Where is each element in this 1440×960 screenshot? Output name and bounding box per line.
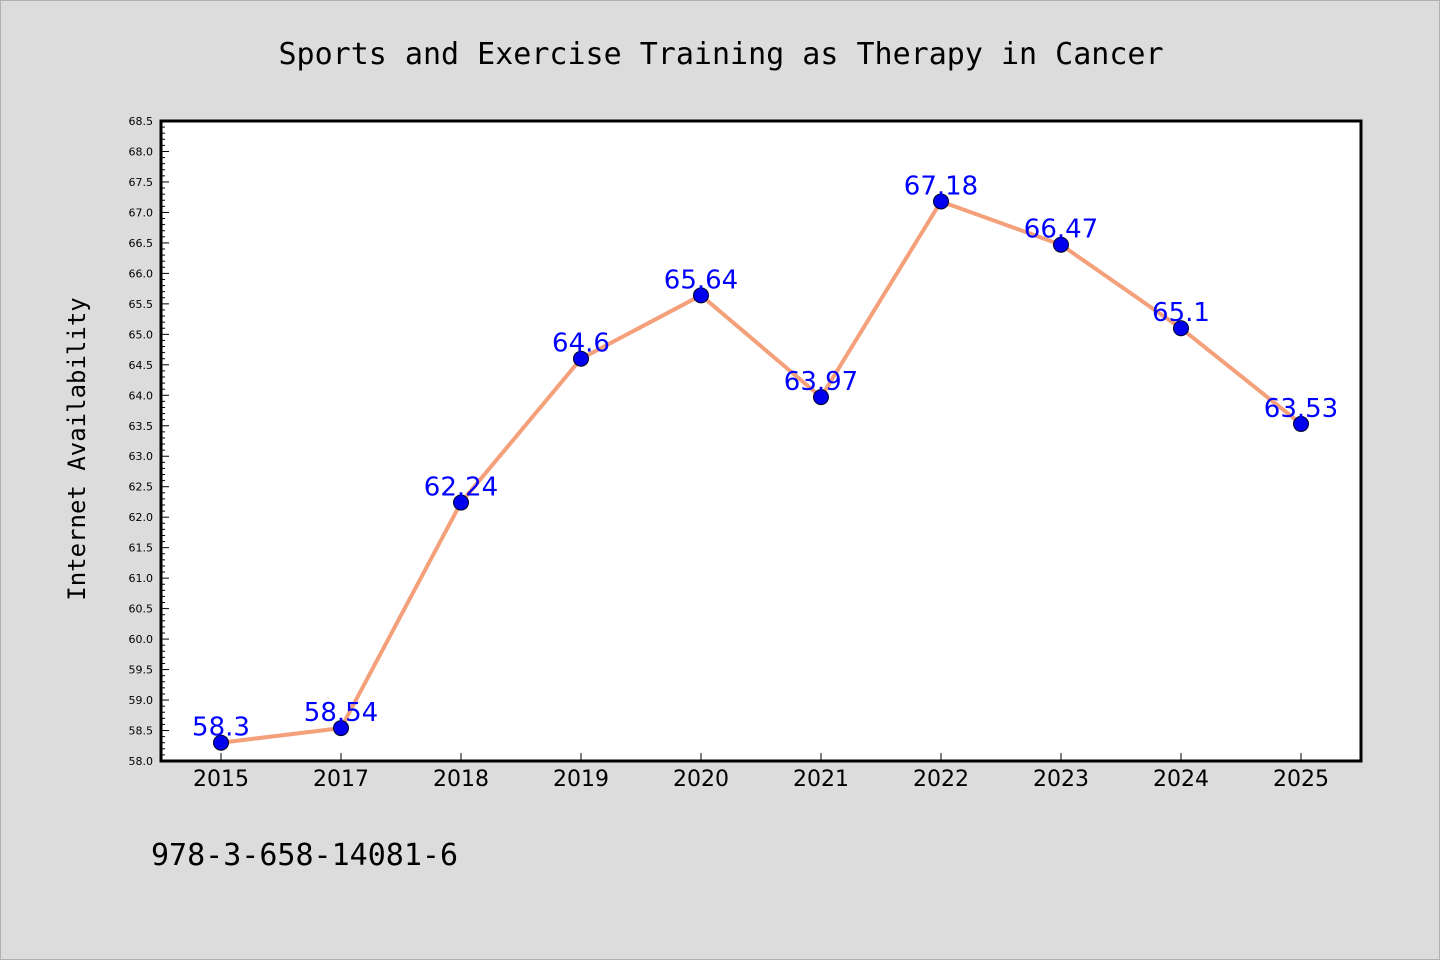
data-label: 65.1	[1152, 298, 1210, 328]
y-tick-label: 66.5	[129, 237, 154, 250]
data-label: 64.6	[552, 329, 610, 359]
data-label: 67.18	[904, 171, 978, 201]
data-point	[933, 193, 949, 210]
x-tick-label: 2023	[1033, 767, 1089, 792]
data-point	[573, 350, 589, 367]
y-tick-label: 66.0	[129, 267, 154, 280]
series-line	[219, 199, 1303, 745]
chart-title: Sports and Exercise Training as Therapy …	[278, 37, 1163, 72]
x-tick-label: 2020	[673, 767, 729, 792]
y-tick-label: 65.0	[129, 328, 154, 341]
y-tick-label: 67.5	[129, 176, 154, 189]
data-label: 58.54	[304, 698, 378, 728]
x-tick-label: 2018	[433, 767, 489, 792]
data-label: 58.3	[192, 713, 250, 743]
data-label: 63.97	[784, 367, 858, 397]
y-tick-label: 68.5	[129, 115, 154, 128]
data-series	[213, 193, 1309, 751]
data-point	[213, 734, 229, 751]
data-point	[693, 287, 709, 304]
x-tick-label: 2024	[1153, 767, 1209, 792]
x-tick-label: 2021	[793, 767, 849, 792]
x-tick-label: 2025	[1273, 767, 1329, 792]
data-point	[1293, 415, 1309, 432]
y-axis: 58.0 58.5 59.0 59.5 60.0 60.5 61.0 61.5 62.0 62.5…	[129, 115, 169, 768]
data-point	[813, 389, 829, 406]
y-tick-label: 64.5	[129, 359, 154, 372]
y-tick-label: 59.0	[129, 694, 154, 707]
data-label: 66.47	[1024, 215, 1098, 245]
data-point	[333, 720, 349, 737]
data-label: 65.64	[664, 265, 738, 295]
y-axis-label: Internet Availability	[63, 297, 91, 600]
x-axis: 2015 2017 2018 2019 2020 2021 2022 2023 2024 2025	[193, 753, 1329, 792]
y-tick-label: 59.5	[129, 664, 154, 677]
y-tick-label: 61.5	[129, 542, 154, 555]
y-tick-label: 68.0	[129, 145, 154, 158]
y-tick-label: 67.0	[129, 206, 154, 219]
x-tick-label: 2015	[193, 767, 249, 792]
y-tick-label: 58.0	[129, 755, 154, 768]
x-tick-label: 2019	[553, 767, 609, 792]
plot-area	[159, 119, 1363, 763]
y-tick-label: 62.5	[129, 481, 154, 494]
x-tick-label: 2017	[313, 767, 369, 792]
y-tick-label: 64.0	[129, 389, 154, 402]
y-tick-label: 62.0	[129, 511, 154, 524]
data-point	[1173, 320, 1189, 337]
data-point	[453, 494, 469, 511]
data-label: 63.53	[1264, 394, 1338, 424]
data-point	[1053, 236, 1069, 253]
y-tick-label: 63.5	[129, 420, 154, 433]
y-tick-label: 58.5	[129, 725, 154, 738]
y-tick-label: 61.0	[129, 572, 154, 585]
y-tick-label: 60.5	[129, 603, 154, 616]
y-tick-label: 60.0	[129, 633, 154, 646]
y-tick-label: 63.0	[129, 450, 154, 463]
y-tick-label: 65.5	[129, 298, 154, 311]
footer-isbn: 978-3-658-14081-6	[151, 838, 458, 873]
x-tick-label: 2022	[913, 767, 969, 792]
data-labels: 58.3 58.54 62.24 64.6 65.64 63.97 67.18 66.47 65…	[192, 171, 1338, 742]
data-label: 62.24	[424, 473, 498, 503]
